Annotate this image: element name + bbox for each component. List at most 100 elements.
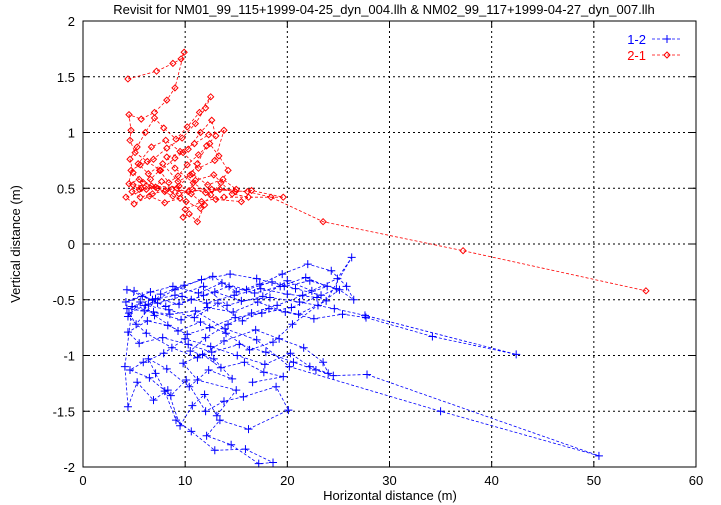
data-point bbox=[176, 147, 184, 156]
data-point bbox=[130, 200, 138, 208]
data-point bbox=[169, 192, 177, 200]
data-point bbox=[173, 184, 181, 192]
data-point bbox=[298, 291, 307, 300]
data-point bbox=[133, 143, 141, 151]
series-layer bbox=[120, 48, 650, 468]
data-point bbox=[151, 294, 160, 303]
data-point bbox=[252, 335, 261, 344]
data-point bbox=[436, 407, 445, 416]
data-point bbox=[242, 285, 251, 294]
data-point bbox=[229, 308, 238, 317]
data-point bbox=[256, 284, 265, 293]
data-point bbox=[281, 308, 290, 317]
data-point bbox=[176, 194, 184, 202]
data-point bbox=[207, 93, 215, 101]
data-point bbox=[342, 282, 351, 291]
data-point bbox=[155, 166, 164, 175]
data-point bbox=[145, 373, 154, 382]
data-point bbox=[252, 274, 261, 283]
data-point bbox=[323, 282, 332, 291]
data-point bbox=[174, 326, 183, 335]
x-tick-label: 60 bbox=[689, 473, 703, 488]
data-point bbox=[194, 164, 203, 172]
data-point bbox=[307, 286, 316, 295]
data-point bbox=[185, 382, 194, 391]
data-point bbox=[202, 431, 211, 440]
data-point bbox=[127, 126, 135, 134]
data-point bbox=[148, 190, 157, 198]
data-point bbox=[139, 178, 147, 187]
data-point bbox=[145, 192, 154, 200]
data-point bbox=[333, 274, 342, 283]
data-point bbox=[144, 170, 153, 178]
data-point bbox=[289, 358, 298, 367]
data-point bbox=[278, 270, 287, 279]
data-point bbox=[258, 292, 267, 301]
data-point bbox=[178, 292, 187, 301]
data-point bbox=[132, 320, 141, 329]
data-point bbox=[226, 270, 235, 279]
data-point bbox=[301, 273, 310, 282]
data-point bbox=[294, 310, 303, 319]
data-point bbox=[163, 386, 172, 395]
y-tick-labels: -2 -1.5 -1 -0.5 0 0.5 1 1.5 2 bbox=[53, 14, 696, 475]
data-point bbox=[150, 114, 159, 122]
data-point bbox=[208, 116, 216, 124]
data-point bbox=[240, 358, 249, 367]
data-point bbox=[284, 406, 293, 415]
data-point bbox=[642, 287, 650, 295]
data-point bbox=[146, 175, 155, 184]
data-point bbox=[151, 369, 160, 378]
data-point bbox=[171, 84, 179, 92]
data-point bbox=[133, 378, 142, 387]
data-point bbox=[303, 260, 312, 269]
data-point bbox=[459, 246, 467, 255]
data-point bbox=[248, 378, 257, 387]
data-point bbox=[129, 168, 137, 177]
data-point bbox=[135, 339, 144, 348]
data-point bbox=[158, 333, 167, 342]
data-point bbox=[245, 345, 254, 354]
legend-entry-1-2: 1-2 bbox=[627, 32, 682, 47]
data-point bbox=[184, 187, 192, 196]
data-point bbox=[193, 353, 202, 362]
data-point bbox=[232, 386, 241, 395]
data-point bbox=[188, 170, 197, 178]
data-point bbox=[122, 304, 131, 313]
data-point bbox=[124, 309, 133, 318]
data-point bbox=[232, 185, 240, 194]
data-point bbox=[177, 315, 186, 324]
data-point bbox=[191, 119, 200, 128]
data-point bbox=[123, 328, 132, 337]
data-point bbox=[142, 185, 151, 194]
data-point bbox=[189, 178, 198, 187]
data-point bbox=[219, 337, 228, 346]
data-point bbox=[131, 148, 139, 157]
data-point bbox=[212, 132, 220, 140]
data-point bbox=[184, 340, 193, 349]
data-point bbox=[322, 296, 331, 305]
data-point bbox=[200, 201, 209, 209]
data-point bbox=[193, 217, 202, 226]
x-tick-label: 20 bbox=[280, 473, 294, 488]
x-tick-label: 0 bbox=[79, 473, 86, 488]
data-point bbox=[166, 391, 175, 400]
data-point bbox=[319, 217, 327, 226]
data-point bbox=[126, 155, 134, 163]
data-point bbox=[291, 284, 300, 293]
series-line-2-1 bbox=[125, 52, 646, 292]
data-point bbox=[143, 157, 152, 166]
data-point bbox=[141, 128, 150, 137]
data-point bbox=[151, 183, 160, 191]
data-point bbox=[171, 416, 180, 425]
data-point bbox=[279, 372, 288, 381]
data-point bbox=[208, 272, 217, 281]
data-point bbox=[212, 195, 220, 204]
data-point bbox=[235, 340, 244, 349]
data-point bbox=[247, 186, 256, 195]
data-point bbox=[224, 166, 232, 175]
data-point bbox=[161, 199, 169, 207]
data-point bbox=[171, 164, 179, 172]
data-point bbox=[213, 299, 222, 308]
data-point bbox=[230, 291, 239, 300]
